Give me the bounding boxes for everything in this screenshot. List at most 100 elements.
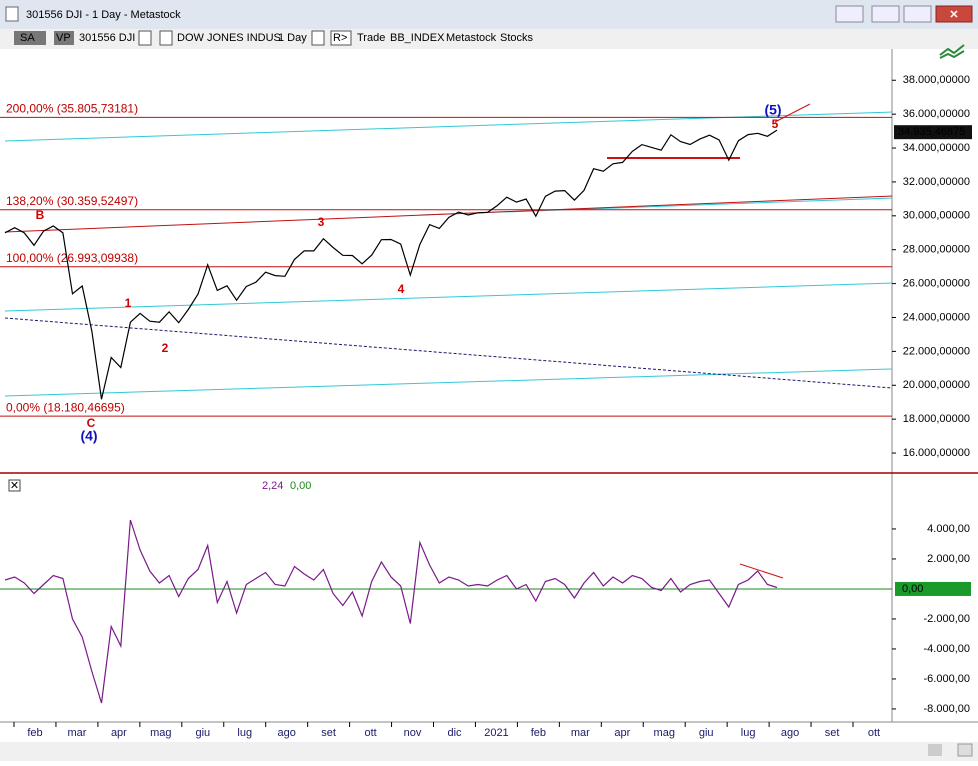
minimize-button[interactable] <box>871 5 900 23</box>
vp-button[interactable] <box>54 31 74 45</box>
x-tick-label: apr <box>111 727 127 739</box>
channel-line <box>4 111 893 142</box>
security-name: DOW JONES INDUS <box>177 32 281 44</box>
toolbar <box>0 29 978 49</box>
x-tick-label: nov <box>404 727 422 739</box>
x-tick-label: giu <box>195 727 210 739</box>
close-button[interactable] <box>935 5 973 23</box>
y-tick-label: -6.000,00 <box>924 673 970 685</box>
expert-icon[interactable] <box>939 44 965 59</box>
fib-label: 100,00% (26.993,09938) <box>6 251 138 265</box>
x-tick-label: dic <box>447 727 462 739</box>
trade[interactable]: Trade <box>357 32 385 44</box>
x-tick-label: mag <box>150 727 171 739</box>
y-tick-label: 32.000,00000 <box>903 176 970 188</box>
price-line <box>4 129 778 400</box>
y-tick-label: 16.000,00000 <box>903 447 970 459</box>
period[interactable]: 1 Day <box>278 32 307 44</box>
maximize-button[interactable] <box>903 5 932 23</box>
y-tick-label: 22.000,00000 <box>903 345 970 357</box>
x-tick-label: apr <box>614 727 630 739</box>
y-tick-label: -4.000,00 <box>924 643 970 655</box>
indicator-value: 0,00 <box>290 480 311 492</box>
sa-label: SA <box>20 32 35 44</box>
x-tick-label: lug <box>237 727 252 739</box>
x-tick-label: ago <box>781 727 799 739</box>
y-tick-label: 2.000,00 <box>927 553 970 565</box>
indicator-value: 2,24 <box>262 480 283 492</box>
x-tick-label: lug <box>741 727 756 739</box>
window-title: 301556 DJI - 1 Day - Metastock <box>26 9 181 21</box>
app-icon <box>5 6 19 22</box>
x-tick-label: mag <box>654 727 675 739</box>
r-button[interactable] <box>330 30 352 46</box>
fib-label: 0,00% (18.180,46695) <box>6 400 125 414</box>
wave-label: 1 <box>125 296 132 310</box>
wave-label: B <box>36 208 45 222</box>
scrollbar[interactable] <box>0 742 978 761</box>
x-tick-label: set <box>321 727 336 739</box>
zero-label: 0,00 <box>902 583 923 595</box>
wave-label: (4) <box>80 428 97 444</box>
chart-layer: 16.000,00000 18.000,00000 20.000,00000 22.0… <box>0 74 972 739</box>
last-price-label: 34.935,46875 <box>898 126 965 138</box>
x-tick-label: ago <box>278 727 296 739</box>
wave-label: C <box>87 416 96 430</box>
y-tick-label: 28.000,00000 <box>903 244 970 256</box>
y-tick-label: 34.000,00000 <box>903 142 970 154</box>
x-tick-label: mar <box>67 727 86 739</box>
trend-line <box>774 103 811 123</box>
close-indicator-button[interactable] <box>8 479 21 492</box>
group: Stocks <box>500 32 534 44</box>
y-tick-label: 30.000,00000 <box>903 210 970 222</box>
restore-all-button[interactable] <box>835 5 864 23</box>
x-tick-label: feb <box>531 727 546 739</box>
title-bar <box>0 0 978 29</box>
x-tick-label: giu <box>699 727 714 739</box>
channel-line <box>4 282 893 312</box>
x-tick-label: feb <box>27 727 42 739</box>
symbol-dropdown[interactable] <box>138 30 152 46</box>
close-icon: ✕ <box>949 9 958 21</box>
r-label: R> <box>333 32 347 44</box>
close-indicator-icon: ✕ <box>10 480 19 492</box>
y-tick-label: 24.000,00000 <box>903 311 970 323</box>
source: Metastock <box>446 32 497 44</box>
chart-type-button[interactable] <box>159 30 173 46</box>
index: BB_INDEX <box>390 32 445 44</box>
plot-area <box>0 49 892 722</box>
zero-label-box <box>895 581 971 596</box>
x-tick-label: mar <box>571 727 590 739</box>
scroll-button[interactable] <box>957 743 973 757</box>
wave-label: 3 <box>318 215 325 229</box>
trend-line <box>4 195 893 233</box>
period-dropdown[interactable] <box>311 30 325 46</box>
y-tick-label: 38.000,00000 <box>903 74 970 86</box>
sa-button[interactable] <box>14 31 46 45</box>
y-tick-label: 26.000,00000 <box>903 278 970 290</box>
y-tick-label: 18.000,00000 <box>903 413 970 425</box>
fib-label: 200,00% (35.805,73181) <box>6 102 138 116</box>
y-tick-label: 20.000,00000 <box>903 379 970 391</box>
y-tick-label: 4.000,00 <box>927 523 970 535</box>
x-tick-label: set <box>825 727 840 739</box>
x-tick-label: ott <box>364 727 376 739</box>
y-tick-label: 36.000,00000 <box>903 108 970 120</box>
y-tick-label: -2.000,00 <box>924 613 970 625</box>
divergence-line <box>739 563 784 579</box>
channel-line <box>4 368 893 397</box>
trend-line-dashed <box>4 317 893 389</box>
oscillator-line <box>4 519 778 704</box>
x-tick-label: 2021 <box>484 727 508 739</box>
last-price-box <box>894 125 972 140</box>
fib-label: 138,20% (30.359,52497) <box>6 194 138 208</box>
symbol[interactable]: 301556 DJI <box>79 32 135 44</box>
scroll-thumb[interactable] <box>928 744 942 756</box>
wave-label: 4 <box>398 282 405 296</box>
x-tick-label: ott <box>868 727 880 739</box>
wave-label: (5) <box>764 102 781 118</box>
wave-label: 5 <box>772 117 779 131</box>
